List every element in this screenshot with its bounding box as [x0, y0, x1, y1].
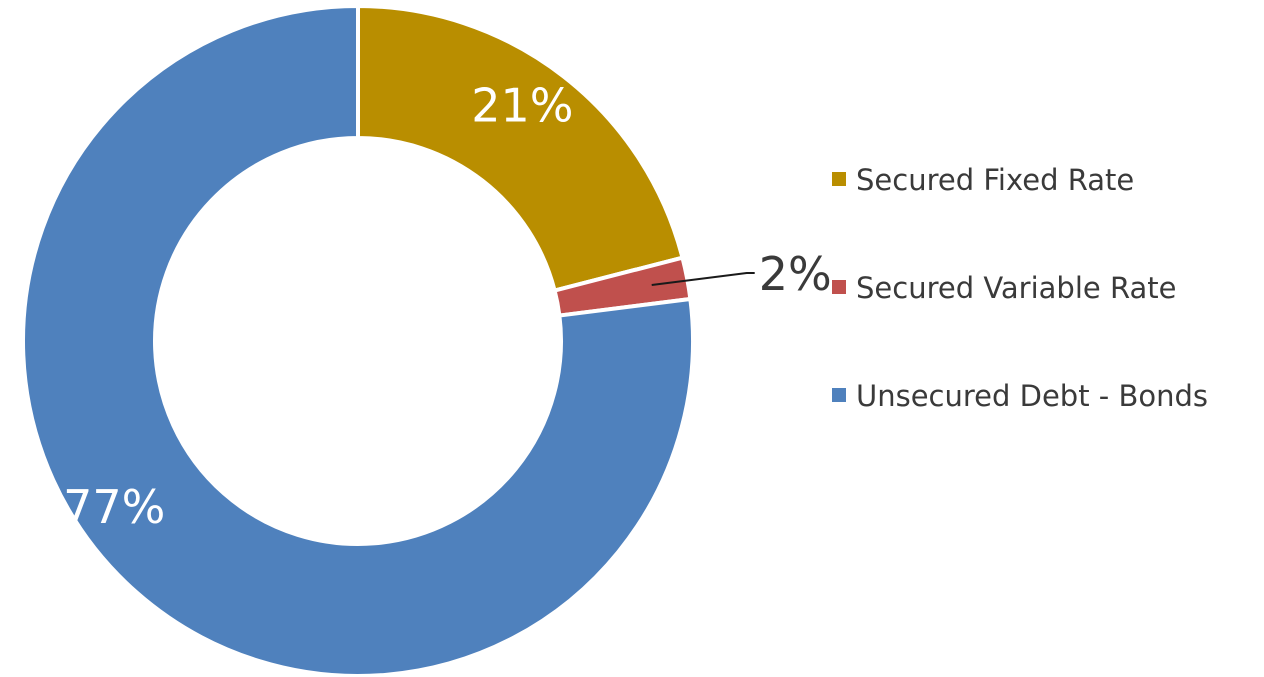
leader-line-secured-variable-rate	[651, 271, 755, 286]
legend-swatch-secured-fixed-rate	[832, 172, 846, 186]
leader-lines-group	[651, 271, 755, 286]
legend-swatch-unsecured-debt-bonds	[832, 388, 846, 402]
legend-label-unsecured-debt-bonds: Unsecured Debt - Bonds	[856, 379, 1208, 413]
legend: Secured Fixed Rate Secured Variable Rate U…	[832, 163, 1208, 413]
legend-label-secured-fixed-rate: Secured Fixed Rate	[856, 163, 1134, 197]
slice-secured-fixed-rate	[356, 4, 685, 293]
data-label-unsecured-debt-bonds: 77%	[63, 480, 165, 534]
legend-label-secured-variable-rate: Secured Variable Rate	[856, 271, 1176, 305]
data-labels-group: 21% 2% 77%	[63, 79, 832, 534]
slice-unsecured-debt-bonds	[21, 4, 695, 677]
data-label-secured-variable-rate: 2%	[759, 247, 832, 301]
legend-swatch-secured-variable-rate	[832, 280, 846, 294]
data-label-secured-fixed-rate: 21%	[471, 79, 573, 133]
slices-group	[21, 4, 695, 677]
